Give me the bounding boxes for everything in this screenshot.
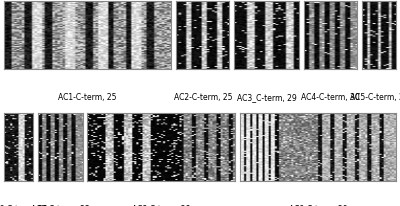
Text: AC4-C-term, 30: AC4-C-term, 30 [301, 93, 360, 102]
Text: AC1-C-term, 25: AC1-C-term, 25 [58, 93, 117, 102]
Text: AC8-C-term, 28: AC8-C-term, 28 [132, 204, 190, 206]
Text: AC3_C-term, 29: AC3_C-term, 29 [237, 93, 296, 102]
Text: AC6-C-term, 30: AC6-C-term, 30 [0, 204, 48, 206]
Text: AC9-C-term, 29: AC9-C-term, 29 [289, 204, 347, 206]
Text: AC2-C-term, 25: AC2-C-term, 25 [174, 93, 232, 102]
Text: AC7-C-term, 33: AC7-C-term, 33 [31, 204, 90, 206]
Text: AC5-C-term, 28: AC5-C-term, 28 [350, 93, 400, 102]
